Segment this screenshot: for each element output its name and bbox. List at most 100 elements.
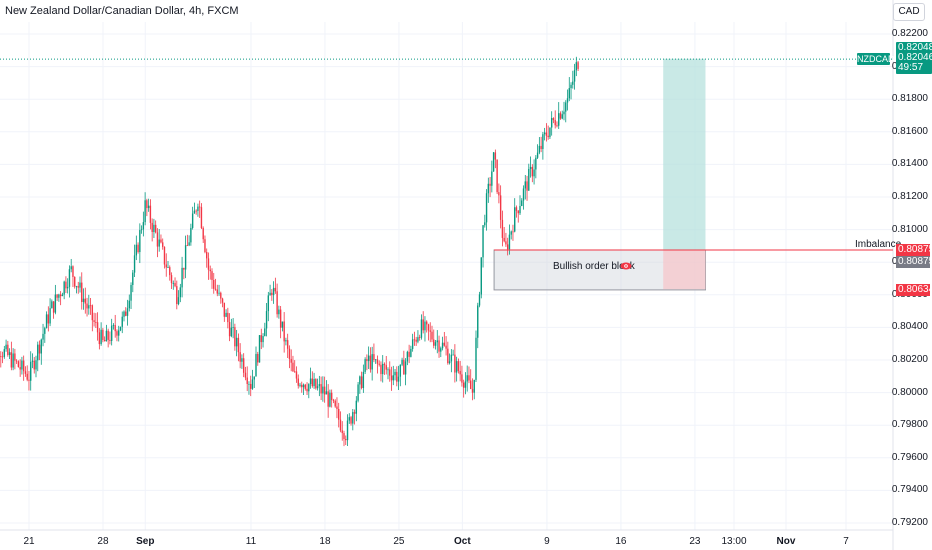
candle-body: [230, 327, 233, 337]
candle-body: [519, 206, 521, 214]
candle-body: [353, 412, 356, 414]
candle-body: [556, 125, 558, 127]
candle-body: [40, 339, 42, 354]
price-tick-label: 0.81800: [891, 93, 928, 105]
candle-body: [126, 308, 129, 316]
candle-body: [89, 305, 92, 307]
candle-body: [563, 111, 565, 115]
candle-body: [322, 386, 324, 394]
candle-body: [454, 354, 456, 373]
candle-body: [177, 297, 180, 305]
eye-icon[interactable]: [620, 261, 632, 271]
candle-body: [286, 340, 289, 349]
candle-body: [206, 252, 208, 259]
candle-body: [343, 433, 345, 440]
candle-body: [496, 159, 498, 193]
candle-body: [144, 200, 146, 223]
candle-body: [198, 206, 201, 208]
candle-body: [167, 267, 169, 268]
candle-body: [209, 269, 211, 272]
candle-body: [526, 181, 528, 191]
time-tick-label: 25: [393, 536, 405, 547]
candle-body: [341, 430, 343, 434]
candle-body: [455, 361, 458, 373]
time-tick-label: 11: [245, 536, 257, 547]
time-tick-label: 9: [544, 536, 550, 547]
candle-body: [195, 210, 197, 212]
candle-body: [572, 81, 574, 85]
candle-body: [179, 287, 182, 298]
candle-body: [22, 360, 25, 372]
candle-body: [147, 205, 150, 209]
imbalance-label[interactable]: Imbalance: [855, 239, 902, 250]
candle-body: [378, 363, 380, 365]
candle-body: [98, 332, 101, 345]
candle-body: [214, 288, 217, 290]
candle-body: [397, 376, 400, 382]
candle-body: [130, 284, 132, 301]
chart-lines: [0, 58, 893, 251]
candle-body: [19, 367, 21, 370]
order-block-label[interactable]: Bullish order block: [553, 261, 635, 272]
candle-body: [188, 242, 190, 246]
candle-body: [110, 325, 113, 341]
candle-body: [211, 271, 213, 280]
candle-body: [86, 303, 88, 309]
candle-body: [366, 359, 368, 362]
candle-body: [380, 364, 382, 375]
candle-body: [0, 356, 2, 358]
candle-body: [139, 230, 141, 253]
chart-grid: [0, 0, 894, 550]
candle-body: [31, 360, 34, 362]
candle-body: [184, 245, 187, 270]
price-tick-label: 0.79200: [891, 517, 928, 528]
candle-body: [17, 361, 20, 368]
candle-body: [95, 322, 97, 323]
candle-body: [88, 305, 90, 309]
candle-body: [118, 330, 120, 336]
candle-body: [170, 275, 173, 284]
candle-body: [181, 267, 183, 288]
candle-body: [260, 335, 262, 343]
candle-body: [66, 286, 69, 289]
candle-body: [477, 305, 479, 338]
candle-body: [12, 353, 14, 368]
candle-body: [8, 352, 11, 355]
candle-body: [573, 70, 576, 82]
candle-body: [552, 118, 555, 121]
candle-body: [299, 384, 301, 386]
zone-stop: [663, 249, 706, 290]
candle-body: [415, 339, 417, 342]
price-tick-label: 0.81600: [891, 125, 928, 137]
candle-body: [234, 327, 236, 347]
candle-body: [45, 314, 48, 329]
stop-price-tag: 0.80634: [896, 284, 932, 296]
candle-body: [348, 417, 350, 421]
candle-body: [506, 244, 509, 250]
candle-body: [235, 337, 238, 347]
candle-body: [346, 420, 349, 441]
candle-body: [49, 308, 51, 324]
candle-body: [142, 222, 145, 230]
candle-body: [491, 171, 493, 186]
candle-body: [52, 301, 55, 313]
candle-body: [248, 383, 250, 385]
candle-body: [251, 379, 254, 389]
candle-body: [292, 362, 294, 372]
candle-body: [265, 311, 268, 329]
candle-body: [96, 322, 99, 333]
candle-body: [200, 207, 203, 229]
candle-body: [471, 388, 474, 393]
currency-button[interactable]: CAD: [893, 3, 925, 21]
candle-body: [225, 312, 227, 317]
candle-body: [420, 319, 423, 338]
order-block-price-tag: 0.80875: [896, 256, 932, 268]
candle-body: [153, 224, 155, 232]
candle-body: [339, 419, 342, 431]
candle-body: [37, 344, 39, 361]
candle-body: [443, 342, 446, 346]
candle-body: [447, 348, 449, 364]
candle-body: [140, 229, 143, 231]
candle-body: [329, 392, 331, 407]
